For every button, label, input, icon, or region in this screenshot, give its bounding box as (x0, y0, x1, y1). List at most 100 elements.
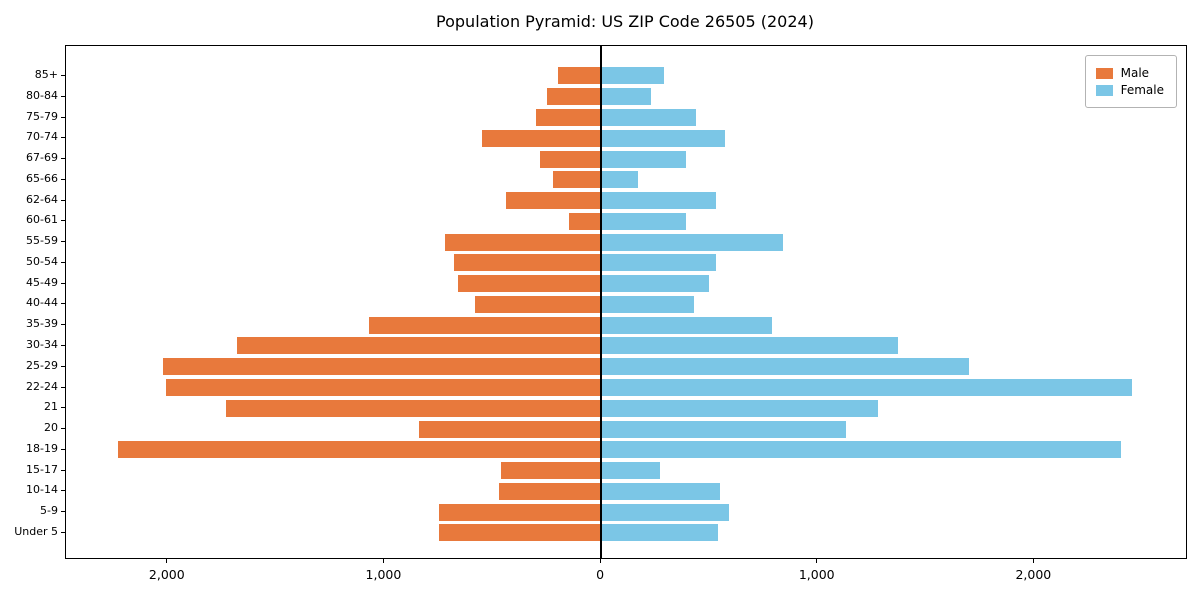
y-tick-mark (61, 158, 65, 160)
male-bar (419, 420, 602, 438)
female-bar (601, 420, 846, 438)
male-bar (546, 88, 602, 106)
y-tick-label: 10-14 (26, 483, 58, 497)
male-bar (553, 171, 602, 189)
male-bar (237, 337, 602, 355)
y-axis-labels: 85+ 80-84 75-79 70-74 67-69 65-66 62-64 60-61 55… (0, 45, 58, 557)
female-bar (601, 337, 898, 355)
y-tick-label: 18-19 (26, 441, 58, 455)
x-tick-label: 1,000 (365, 567, 402, 582)
female-bar (601, 503, 729, 521)
female-bar (601, 171, 638, 189)
female-bar (601, 254, 716, 272)
female-bar (601, 379, 1132, 397)
x-tick-label: 2,000 (148, 567, 185, 582)
y-tick-label: 20 (44, 421, 58, 435)
y-tick-label: 35-39 (26, 317, 58, 331)
female-bar (601, 441, 1121, 459)
y-tick-label: 15-17 (26, 462, 58, 476)
female-bar (601, 524, 719, 542)
female-swatch-icon (1095, 84, 1113, 96)
y-tick-mark (61, 428, 65, 430)
y-tick-label: 70-74 (26, 130, 58, 144)
y-tick-mark (61, 531, 65, 533)
x-tick-label: 0 (596, 567, 605, 582)
y-tick-label: 5-9 (40, 504, 58, 518)
female-bar (601, 275, 710, 293)
y-tick-mark (61, 282, 65, 284)
y-tick-mark (61, 365, 65, 367)
y-tick-mark (61, 74, 65, 76)
male-bar (481, 129, 602, 147)
female-bar (601, 482, 721, 500)
y-tick-label: 67-69 (26, 151, 58, 165)
male-bar (438, 524, 602, 542)
x-tick-label: 2,000 (1015, 567, 1052, 582)
y-tick-mark (61, 386, 65, 388)
female-bar (601, 295, 695, 313)
y-tick-mark (61, 469, 65, 471)
male-bar (501, 462, 602, 480)
y-tick-label: 85+ (34, 67, 58, 81)
legend-entry-male: Male (1095, 66, 1164, 80)
female-bar (601, 233, 784, 251)
male-bar (505, 192, 602, 210)
x-tick-mark (816, 559, 818, 563)
male-bar (540, 150, 602, 168)
y-tick-mark (61, 116, 65, 118)
male-bar (438, 503, 602, 521)
x-tick-mark (166, 559, 168, 563)
y-tick-label: 65-66 (26, 171, 58, 185)
chart-title: Population Pyramid: US ZIP Code 26505 (2… (436, 12, 814, 31)
y-tick-mark (61, 344, 65, 346)
female-bar (601, 399, 879, 417)
male-bar (117, 441, 602, 459)
x-tick-label: 1,000 (798, 567, 835, 582)
x-tick-mark (382, 559, 384, 563)
y-tick-label: 21 (44, 400, 58, 414)
y-tick-label: 45-49 (26, 275, 58, 289)
y-tick-label: Under 5 (14, 524, 58, 538)
y-tick-label: 22-24 (26, 379, 58, 393)
male-bar (536, 109, 602, 127)
male-bar (499, 482, 602, 500)
y-tick-mark (61, 137, 65, 139)
y-tick-label: 75-79 (26, 109, 58, 123)
female-bar (601, 150, 686, 168)
x-tick-mark (599, 559, 601, 563)
legend-entry-female: Female (1095, 83, 1164, 97)
legend: Male Female (1084, 55, 1177, 108)
female-bar (601, 358, 970, 376)
bars-layer (66, 46, 1186, 558)
female-bar (601, 67, 664, 85)
male-bar (568, 212, 602, 230)
y-tick-mark (61, 261, 65, 263)
male-swatch-icon (1095, 67, 1113, 79)
male-bar (475, 295, 602, 313)
female-bar (601, 316, 773, 334)
male-bar (557, 67, 602, 85)
y-tick-mark (61, 199, 65, 201)
y-tick-mark (61, 220, 65, 222)
x-tick-mark (1032, 559, 1034, 563)
y-tick-mark (61, 511, 65, 513)
female-bar (601, 192, 716, 210)
y-tick-mark (61, 407, 65, 409)
y-tick-label: 55-59 (26, 234, 58, 248)
legend-label-male: Male (1120, 66, 1150, 80)
y-tick-label: 25-29 (26, 358, 58, 372)
male-bar (163, 358, 602, 376)
y-tick-mark (61, 241, 65, 243)
y-tick-mark (61, 95, 65, 97)
male-bar (458, 275, 602, 293)
male-bar (445, 233, 602, 251)
plot-area: Male Female (65, 45, 1187, 559)
male-bar (453, 254, 602, 272)
zero-axis-line (600, 46, 603, 558)
female-bar (601, 129, 725, 147)
y-tick-label: 80-84 (26, 88, 58, 102)
legend-label-female: Female (1120, 83, 1164, 97)
y-tick-mark (61, 324, 65, 326)
y-tick-mark (61, 448, 65, 450)
female-bar (601, 109, 697, 127)
